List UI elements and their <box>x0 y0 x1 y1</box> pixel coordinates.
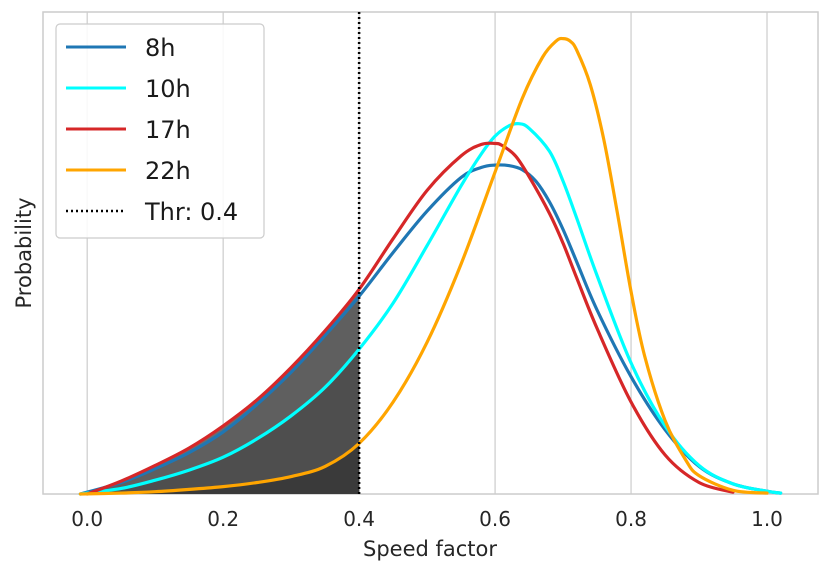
y-axis-label: Probability <box>12 197 36 308</box>
legend-label-threshold: Thr: 0.4 <box>144 198 238 226</box>
x-tick-labels: 0.0 0.2 0.4 0.6 0.8 1.0 <box>71 507 783 531</box>
legend-label-10h: 10h <box>145 75 191 103</box>
series-line-8h <box>78 163 783 496</box>
threshold-shaded-areas <box>80 286 362 494</box>
legend-label-8h: 8h <box>145 34 175 62</box>
x-tick-label: 0.2 <box>207 507 239 531</box>
shade-10h <box>80 346 362 494</box>
series-line-17h <box>85 141 735 496</box>
series-line-22h <box>78 36 769 496</box>
series-lines <box>78 36 783 496</box>
x-tick-label: 0.0 <box>71 507 103 531</box>
x-tick-label: 1.0 <box>751 507 783 531</box>
legend-label-17h: 17h <box>145 116 191 144</box>
shade-22h <box>80 441 362 494</box>
x-tick-label: 0.8 <box>615 507 647 531</box>
x-tick-label: 0.4 <box>343 507 375 531</box>
legend-box <box>55 23 265 239</box>
legend-label-22h: 22h <box>145 157 191 185</box>
legend: 8h 10h 17h 22h Thr: 0.4 <box>55 23 265 239</box>
x-tick-label: 0.6 <box>479 507 511 531</box>
series-line-10h <box>78 122 783 496</box>
x-axis-label: Speed factor <box>363 537 497 561</box>
